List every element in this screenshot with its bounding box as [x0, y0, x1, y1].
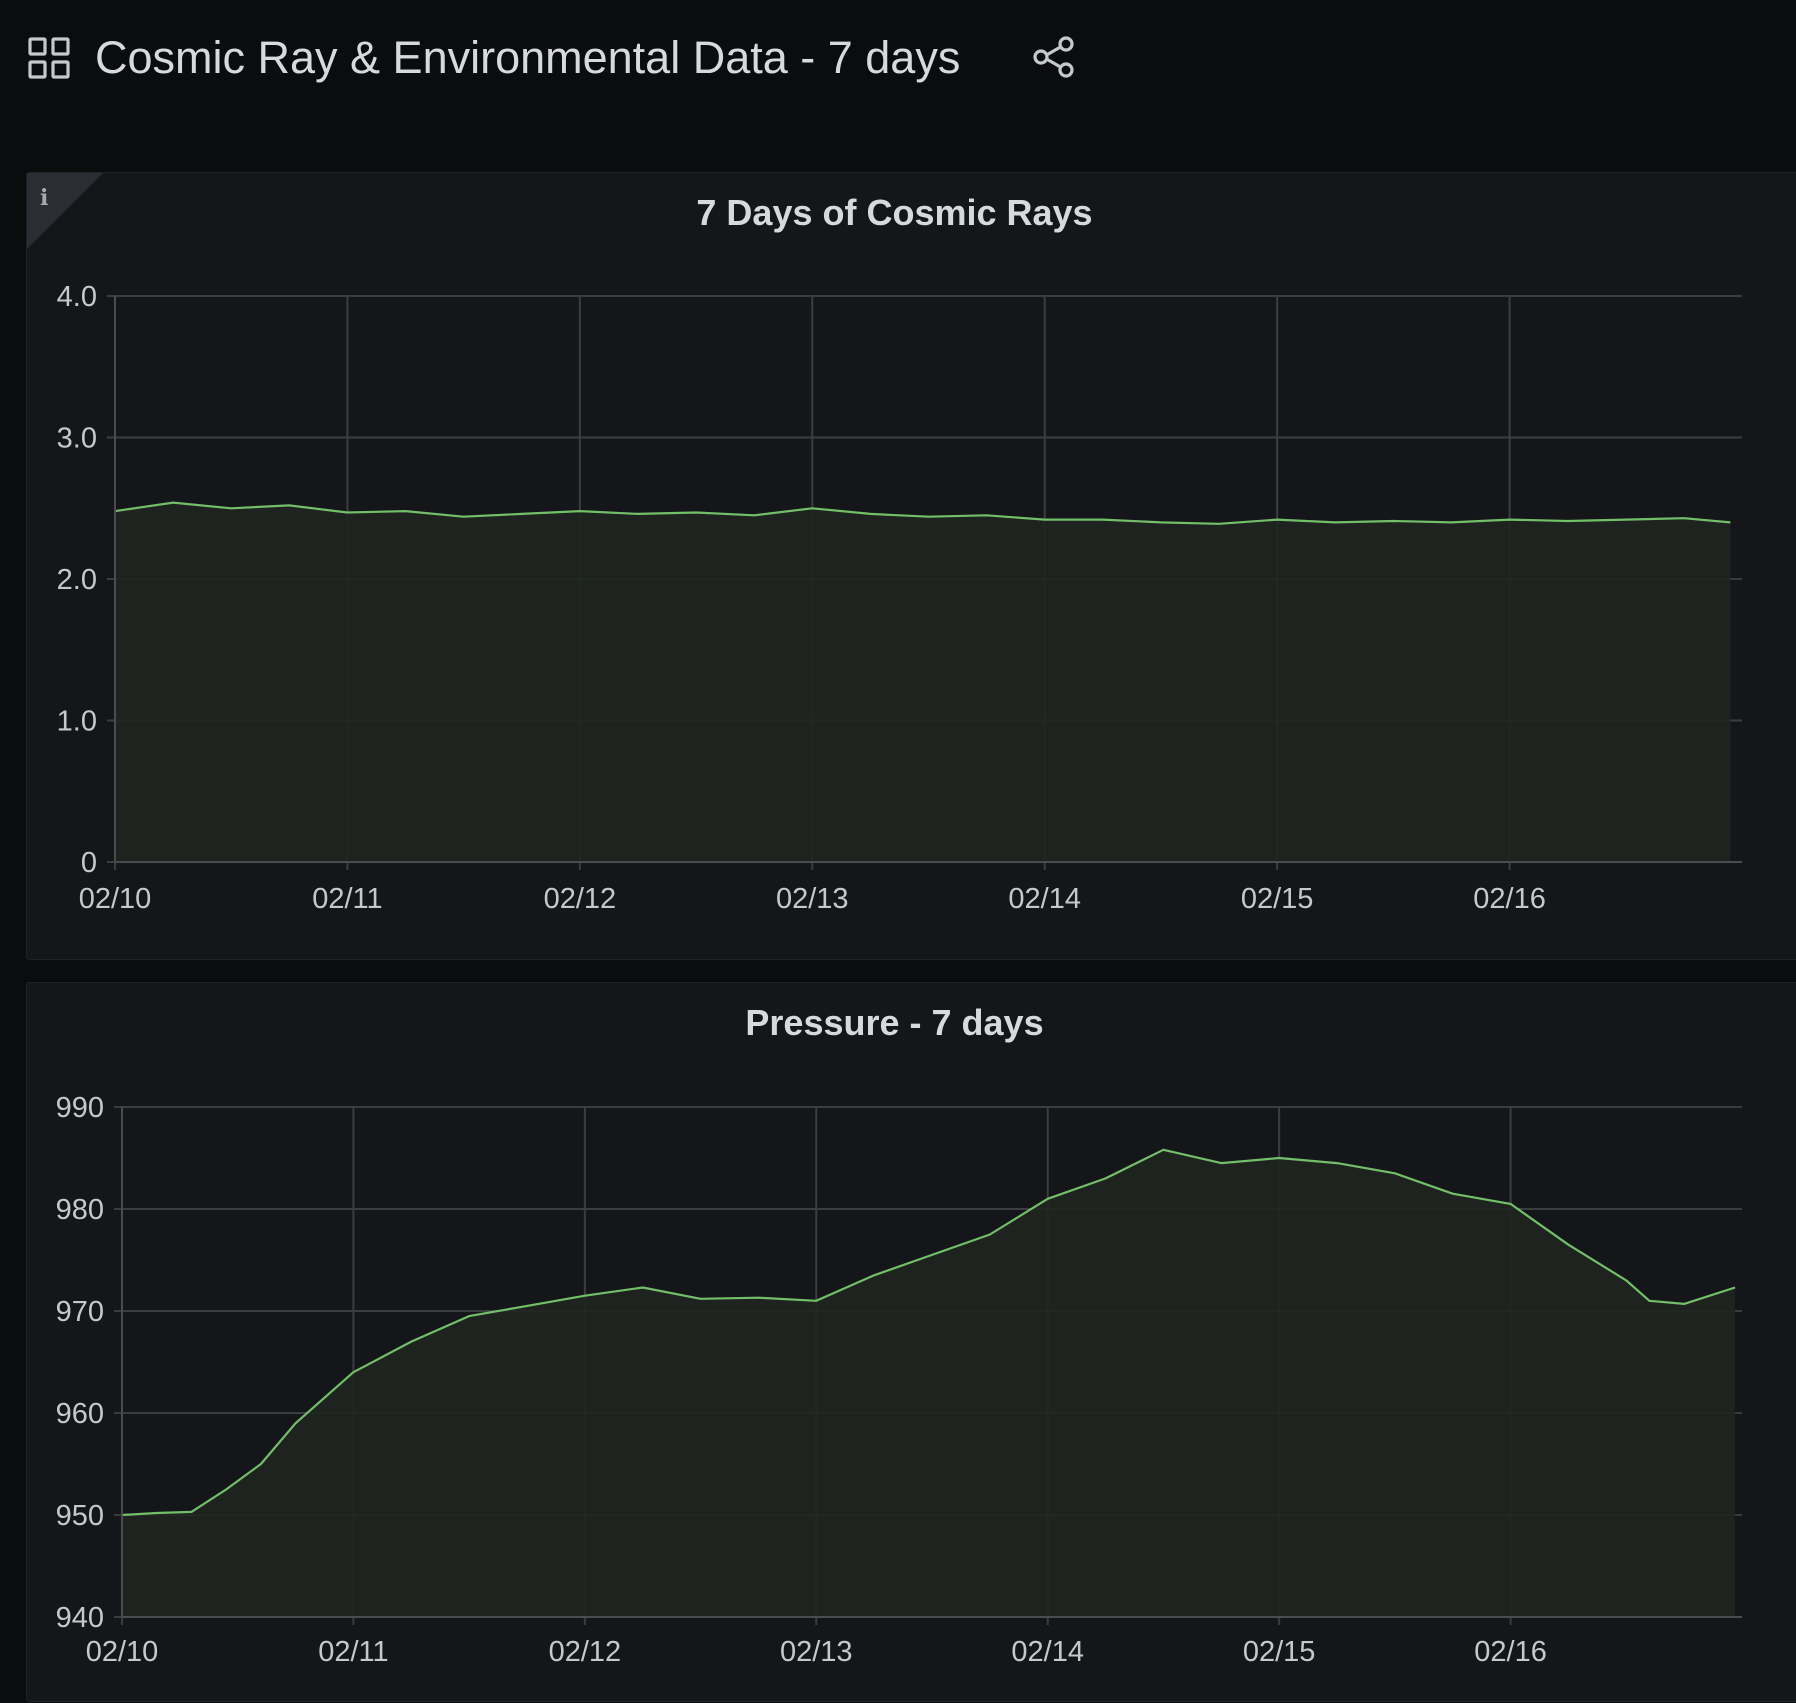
- y-tick-label: 990: [56, 1092, 104, 1124]
- y-tick-label: 4.0: [57, 281, 97, 313]
- series-area: [122, 1150, 1735, 1617]
- cosmic-rays-chart[interactable]: 0 1.0 2.0 3.0 4.0 02/10 02/11 02/12 02/13 02/14 02…: [27, 173, 1796, 961]
- y-tick-label: 0: [81, 847, 97, 879]
- x-tick-label: 02/11: [312, 883, 382, 915]
- x-tick-label: 02/15: [1241, 883, 1314, 915]
- y-tick-label: 970: [56, 1296, 104, 1328]
- x-tick-label: 02/11: [318, 1636, 388, 1668]
- x-tick-label: 02/13: [776, 883, 849, 915]
- grid-icon[interactable]: [28, 37, 70, 79]
- x-tick-label: 02/14: [1008, 883, 1081, 915]
- series-area: [115, 503, 1730, 862]
- x-tick-label: 02/16: [1474, 1636, 1547, 1668]
- y-tick-label: 1.0: [57, 706, 97, 738]
- x-tick-label: 02/12: [544, 883, 617, 915]
- dashboard-header: Cosmic Ray & Environmental Data - 7 days: [0, 0, 1796, 120]
- y-tick-label: 2.0: [57, 564, 97, 596]
- x-tick-label: 02/10: [79, 883, 152, 915]
- y-tick-label: 940: [56, 1602, 104, 1634]
- x-tick-label: 02/15: [1243, 1636, 1316, 1668]
- y-tick-label: 3.0: [57, 423, 97, 455]
- x-tick-label: 02/10: [86, 1636, 159, 1668]
- y-tick-label: 960: [56, 1398, 104, 1430]
- y-tick-label: 980: [56, 1194, 104, 1226]
- x-tick-label: 02/14: [1011, 1636, 1084, 1668]
- dashboard-title[interactable]: Cosmic Ray & Environmental Data - 7 days: [95, 28, 960, 88]
- share-icon[interactable]: [1031, 34, 1077, 80]
- x-tick-label: 02/16: [1473, 883, 1546, 915]
- x-tick-label: 02/12: [549, 1636, 622, 1668]
- pressure-chart[interactable]: 940 950 960 970 980 990 02/10 02/11 02/12 02/13 02…: [27, 983, 1796, 1703]
- x-tick-label: 02/13: [780, 1636, 853, 1668]
- y-tick-label: 950: [56, 1500, 104, 1532]
